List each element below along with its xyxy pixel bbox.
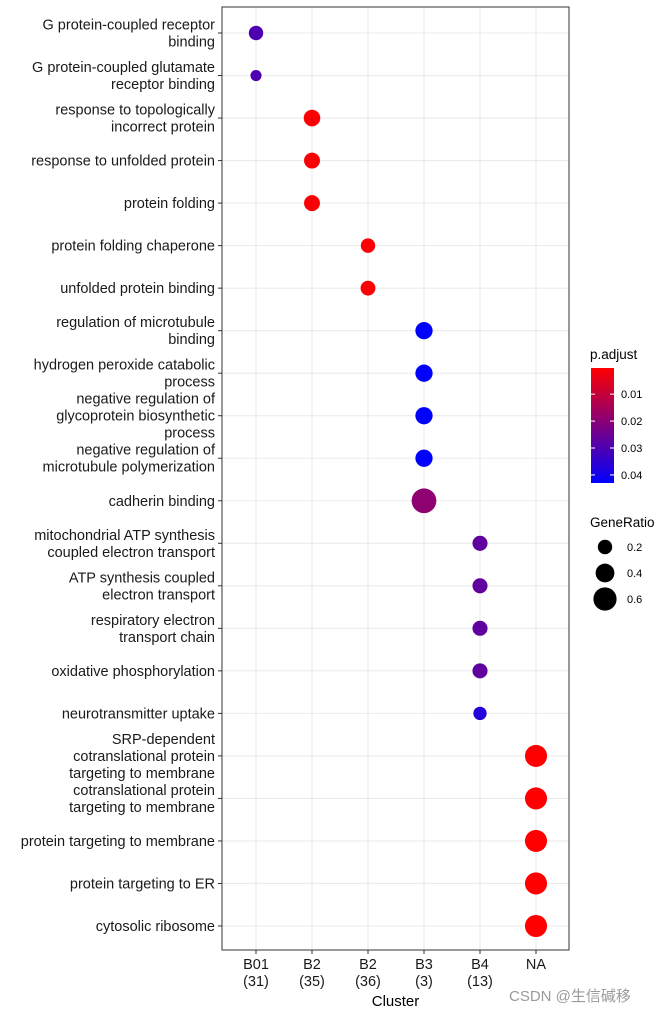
plot-border — [221, 6, 570, 951]
y-tick-label: protein targeting to membrane — [21, 834, 215, 850]
plot-panel — [222, 7, 569, 950]
watermark: CSDN @生信碱移 — [509, 988, 631, 1005]
data-point — [472, 535, 488, 551]
data-point — [304, 195, 320, 212]
y-tick-label: unfolded protein binding — [60, 281, 215, 297]
y-tick-label: cotranslational protein targeting to memb… — [69, 783, 215, 816]
data-point — [524, 872, 548, 895]
data-point — [304, 152, 320, 169]
y-tick-label: negative regulation of microtubule polyme… — [43, 443, 216, 476]
x-tick-label: B01 (31) — [243, 957, 269, 990]
y-tick-label: protein folding chaperone — [51, 239, 215, 255]
color-bar — [591, 368, 614, 483]
color-legend-label: 0.03 — [621, 443, 642, 455]
color-legend-label: 0.02 — [621, 416, 642, 428]
y-tick-label: cadherin binding — [109, 494, 215, 510]
data-point — [472, 578, 488, 594]
data-point — [472, 620, 488, 636]
y-tick-label: neurotransmitter uptake — [62, 706, 215, 722]
data-point — [250, 69, 262, 82]
data-point — [248, 25, 264, 41]
size-legend-key — [593, 587, 617, 611]
color-legend-label: 0.04 — [621, 470, 642, 482]
data-point — [411, 488, 437, 514]
y-tick-label: ATP synthesis coupled electron transport — [69, 570, 215, 603]
data-point — [415, 449, 433, 467]
y-tick-label: negative regulation of glycoprotein biosy… — [56, 392, 216, 442]
data-point — [303, 109, 321, 127]
data-point — [473, 706, 487, 721]
y-tick-label: mitochondrial ATP synthesis coupled elect… — [34, 528, 215, 561]
x-tick-label: B4 (13) — [467, 957, 493, 990]
y-tick-label: regulation of microtubule binding — [56, 315, 215, 348]
x-tick-label: NA — [526, 957, 546, 973]
y-tick-label: G protein-coupled receptor binding — [43, 18, 216, 51]
color-legend-title: p.adjust — [590, 347, 638, 362]
y-tick-label: respiratory electron transport chain — [91, 613, 215, 646]
size-legend-key — [595, 563, 615, 583]
data-point — [360, 280, 376, 296]
y-tick-label: oxidative phosphorylation — [51, 664, 215, 680]
y-tick-label: protein folding — [124, 196, 215, 212]
size-legend-title: GeneRatio — [590, 515, 655, 530]
y-tick-label: protein targeting to ER — [70, 876, 215, 892]
y-tick-label: response to topologically incorrect prote… — [55, 103, 215, 136]
y-tick-label: cytosolic ribosome — [96, 919, 215, 935]
data-point — [472, 663, 488, 679]
data-point — [415, 322, 433, 340]
y-tick-label: hydrogen peroxide catabolic process — [34, 358, 215, 391]
x-tick-label: B3 (3) — [415, 957, 433, 990]
data-point — [524, 914, 548, 938]
data-point — [524, 744, 548, 767]
size-legend-key — [597, 539, 613, 555]
data-point — [524, 787, 548, 810]
data-point — [415, 364, 433, 382]
data-point — [415, 407, 433, 425]
size-legend-label: 0.4 — [627, 568, 642, 580]
y-tick-label: response to unfolded protein — [31, 154, 215, 170]
size-legend-label: 0.2 — [627, 542, 642, 554]
data-point — [360, 238, 376, 253]
x-tick-label: B2 (36) — [355, 957, 381, 990]
y-tick-label: SRP-dependent cotranslational protein targ… — [69, 732, 215, 782]
x-axis-title: Cluster — [372, 993, 420, 1010]
size-legend-label: 0.6 — [627, 594, 642, 606]
x-tick-label: B2 (35) — [299, 957, 325, 990]
data-point — [524, 829, 548, 853]
color-legend-label: 0.01 — [621, 389, 642, 401]
y-tick-label: G protein-coupled glutamate receptor bind… — [32, 60, 215, 93]
